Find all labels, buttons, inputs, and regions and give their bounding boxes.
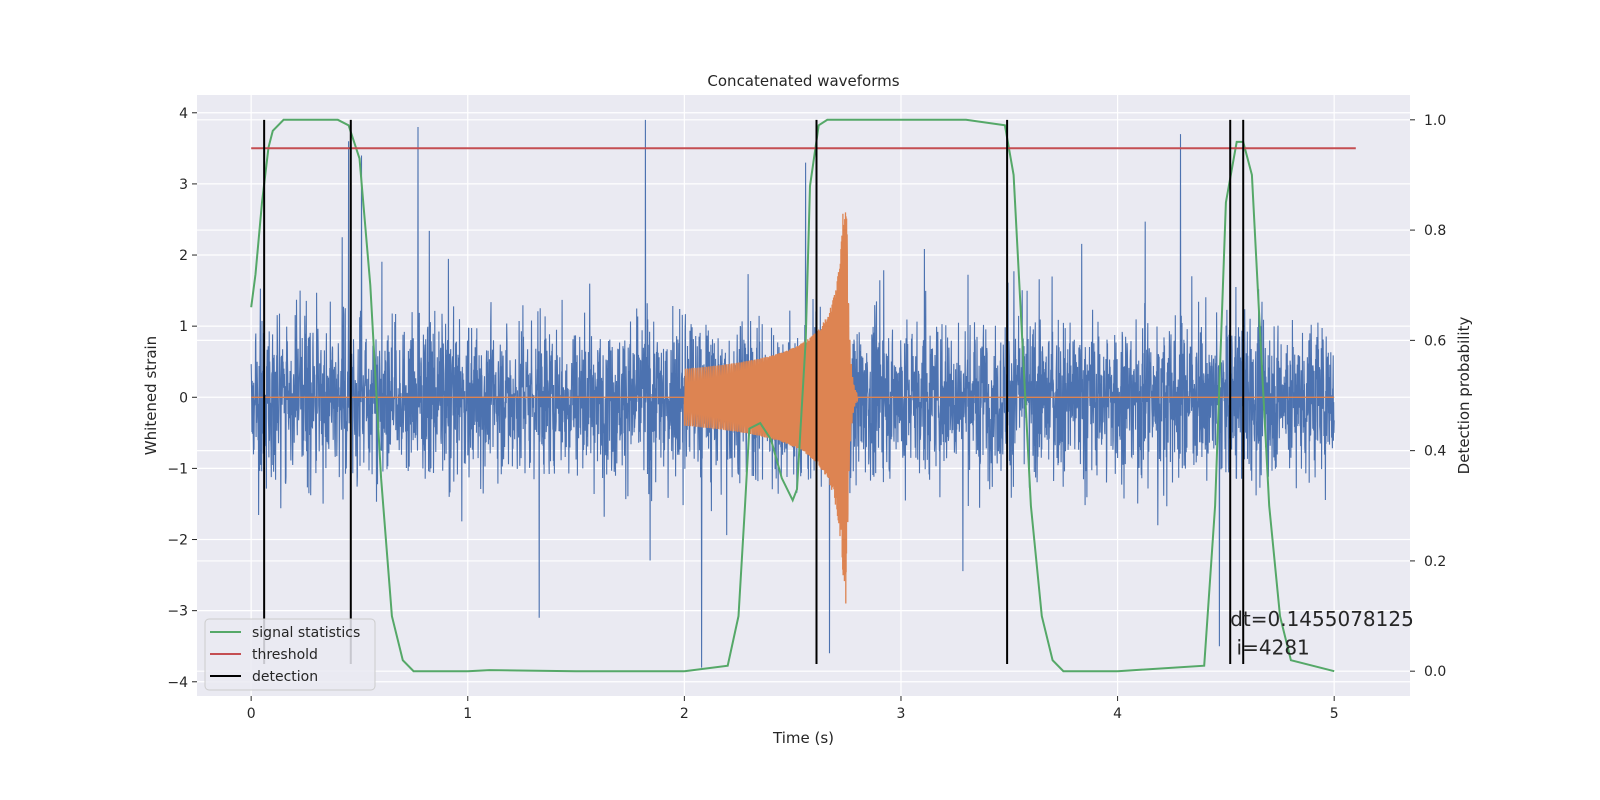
legend: signal statistics threshold detection [204, 618, 376, 691]
y-tick-label: 1 [179, 319, 188, 335]
y-axis-label: Whitened strain [142, 336, 160, 455]
y2-tick-label: 0.8 [1424, 223, 1446, 239]
x-axis-label: Time (s) [772, 729, 834, 747]
x-tick-label: 3 [897, 706, 906, 722]
annotation-dt: dt=0.1455078125 [1230, 607, 1414, 631]
x-tick-label: 0 [247, 706, 256, 722]
chirp-line [251, 212, 1335, 604]
y-tick-label: −1 [167, 461, 188, 477]
x-tick-label: 1 [463, 706, 472, 722]
y2-axis-label: Detection probability [1455, 317, 1473, 475]
y-tick-label: 0 [179, 390, 188, 406]
x-tick-label: 2 [680, 706, 689, 722]
legend-label-detection: detection [252, 669, 318, 685]
axis-ticks: 0 1 2 3 4 5 −4 −3 −2 −1 0 1 2 3 4 0.0 0.2 0.4 0.6 0.8 1.0 [167, 106, 1446, 722]
y-tick-label: 4 [179, 106, 188, 122]
y2-tick-label: 1.0 [1424, 113, 1446, 129]
overlay-series [250, 118, 1356, 673]
y-tick-label: 2 [179, 248, 188, 264]
x-tick-label: 5 [1330, 706, 1339, 722]
y-tick-label: −3 [167, 604, 188, 620]
x-tick-label: 4 [1113, 706, 1122, 722]
chirp-series [251, 212, 1335, 604]
chart-title: Concatenated waveforms [707, 72, 899, 90]
y2-tick-label: 0.2 [1424, 554, 1446, 570]
y2-tick-label: 0.6 [1424, 333, 1446, 349]
annotation-index: i=4281 [1230, 636, 1310, 660]
y2-tick-label: 0.0 [1424, 664, 1446, 680]
legend-label-threshold: threshold [252, 647, 318, 663]
y-tick-label: −4 [167, 675, 188, 691]
legend-label-signal-statistics: signal statistics [252, 625, 360, 641]
signal-statistics-line [250, 118, 1335, 673]
y2-tick-label: 0.4 [1424, 444, 1446, 460]
y-tick-label: 3 [179, 177, 188, 193]
y-tick-label: −2 [167, 533, 188, 549]
legend-box [204, 618, 376, 691]
